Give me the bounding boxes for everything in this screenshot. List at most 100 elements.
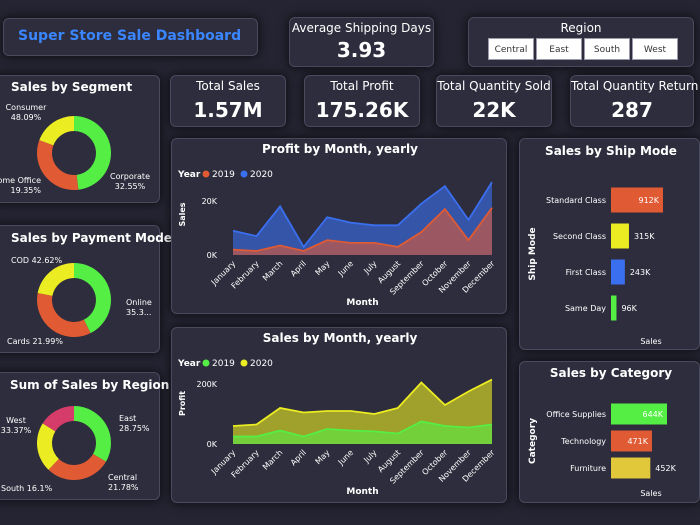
payment-donut-chart [37, 263, 112, 337]
sales-by-segment-card: Sales by Segment Consumer 48.09% Corporat… [0, 75, 160, 203]
category-label-office-supplies: Office Supplies [546, 410, 606, 419]
label-corporate: Corporate 32.55% [110, 172, 150, 191]
region-donut-chart [37, 406, 112, 480]
kpi-label: Average Shipping Days [291, 21, 432, 35]
y-axis-label: Sales [178, 202, 187, 226]
label-west: West 33.37% [0, 416, 32, 435]
x-axis-label: Sales [640, 489, 661, 498]
kpi-label: Total Sales [196, 79, 260, 93]
legend-title: Year [177, 170, 201, 180]
category-label-same-day: Same Day [565, 304, 606, 313]
chart-title: Sales by Category [550, 366, 672, 380]
region-option-west[interactable]: West [632, 38, 678, 60]
legend-marker-2019 [202, 170, 210, 178]
label-south: South 16.1% [1, 484, 53, 493]
x-tick-june: June [336, 259, 355, 278]
y-axis-label: Category [528, 418, 538, 464]
area-fill-2019 [233, 207, 492, 255]
x-axis-label: Month [346, 487, 378, 497]
value-label-office-supplies: 644K [642, 410, 663, 419]
chart-title: Sales by Month, yearly [263, 331, 418, 345]
x-axis-label: Sales [640, 337, 661, 346]
chart-title: Sales by Ship Mode [545, 144, 677, 158]
donut-slice-west [74, 406, 112, 462]
donut-slice-cod [74, 263, 112, 334]
kpi-value: 175.26K [315, 98, 409, 122]
label-central: Central 21.78% [108, 473, 139, 492]
category-label-standard-class: Standard Class [546, 196, 606, 205]
kpi-average-shipping-days: Average Shipping Days 3.93 [289, 17, 434, 67]
series-line-2020 [232, 181, 493, 249]
series-line-2020 [232, 378, 493, 427]
value-label-same-day: 96K [621, 304, 637, 313]
chart-title: Sales by Payment Mode [11, 231, 172, 245]
value-label-furniture: 452K [655, 464, 676, 473]
donut-slice-corporate [37, 140, 79, 190]
chart-title: Sales by Segment [11, 80, 133, 94]
x-tick-april: April [289, 259, 308, 278]
kpi-total-quantity-return: Total Quantity Return 287 [570, 75, 699, 127]
kpi-label: Total Quantity Sold [437, 79, 551, 93]
legend-label-2019: 2019 [212, 170, 235, 180]
y-tick-label: 0K [207, 251, 218, 260]
legend-marker-2019 [202, 359, 210, 367]
sales-by-month-card: Sales by Month, yearly Year 2019 2020 Profit… [171, 327, 507, 503]
y-axis-label: Ship Mode [528, 227, 538, 280]
series-line-2019 [232, 207, 493, 252]
x-tick-march: March [261, 448, 285, 472]
x-tick-june: June [336, 448, 355, 467]
kpi-total-quantity-sold: Total Quantity Sold 22K [436, 75, 552, 127]
bar-same-day [611, 295, 617, 321]
region-option-south[interactable]: South [584, 38, 630, 60]
legend-marker-2020 [240, 170, 248, 178]
dashboard-title: Super Store Sale Dashboard [18, 28, 242, 44]
sales-by-month-chart: Sales by Month, yearly Year 2019 2020 Profit… [177, 331, 497, 497]
kpi-total-sales: Total Sales 1.57M [170, 75, 286, 127]
donut-slice-east [48, 454, 107, 480]
dashboard-title-card: Super Store Sale Dashboard [3, 18, 258, 56]
x-tick-may: May [314, 259, 332, 277]
legend-marker-2020 [240, 359, 248, 367]
y-tick-label: 0K [207, 440, 218, 449]
legend-label-2020: 2020 [250, 170, 273, 180]
kpi-value: 22K [472, 98, 516, 122]
value-label-first-class: 243K [630, 268, 651, 277]
category-label-furniture: Furniture [570, 464, 606, 473]
series-line-2019 [233, 420, 493, 438]
region-slicer: Region Central East South West [468, 17, 694, 67]
bar-furniture [611, 457, 651, 479]
ship-mode-bar-chart: Sales by Ship Mode Ship Mode Standard Clas… [528, 144, 677, 346]
x-tick-may: May [314, 448, 332, 466]
sales-by-payment-mode-card: Sales by Payment Mode COD 42.62% Online 3… [0, 225, 172, 353]
x-tick-april: April [289, 448, 308, 467]
legend-label-2020: 2020 [250, 359, 273, 369]
x-tick-march: March [261, 259, 285, 283]
legend-title: Year [177, 359, 201, 369]
label-east: East 28.75% [119, 414, 150, 433]
donut-slice-south [42, 406, 74, 432]
label-cod: COD 42.62% [11, 256, 63, 265]
label-online: Online 35.3... [126, 298, 152, 317]
region-option-central[interactable]: Central [488, 38, 534, 60]
bar-second-class [611, 223, 629, 249]
category-label-second-class: Second Class [553, 232, 606, 241]
kpi-value: 3.93 [336, 38, 387, 62]
profit-by-month-chart: Profit by Month, yearly Year 2019 2020 Sales… [177, 142, 497, 308]
chart-title: Sum of Sales by Region [10, 378, 170, 392]
profit-by-month-card: Profit by Month, yearly Year 2019 2020 Sales… [171, 138, 507, 314]
kpi-label: Total Quantity Return [571, 79, 699, 93]
region-option-east[interactable]: East [536, 38, 582, 60]
donut-slice-home-office [39, 116, 74, 146]
value-label-standard-class: 912K [638, 196, 659, 205]
kpi-total-profit: Total Profit 175.26K [304, 75, 420, 127]
bar-first-class [611, 259, 625, 285]
sales-by-category-card: Sales by Category Category Office Supplies… [519, 361, 700, 503]
bar-technology [611, 430, 652, 452]
bar-standard-class [611, 187, 663, 213]
value-label-second-class: 315K [634, 232, 655, 241]
legend-label-2019: 2019 [212, 359, 235, 369]
x-axis-label: Month [346, 298, 378, 308]
x-tick-july: July [361, 259, 378, 276]
y-tick-label: 20K [202, 197, 218, 206]
